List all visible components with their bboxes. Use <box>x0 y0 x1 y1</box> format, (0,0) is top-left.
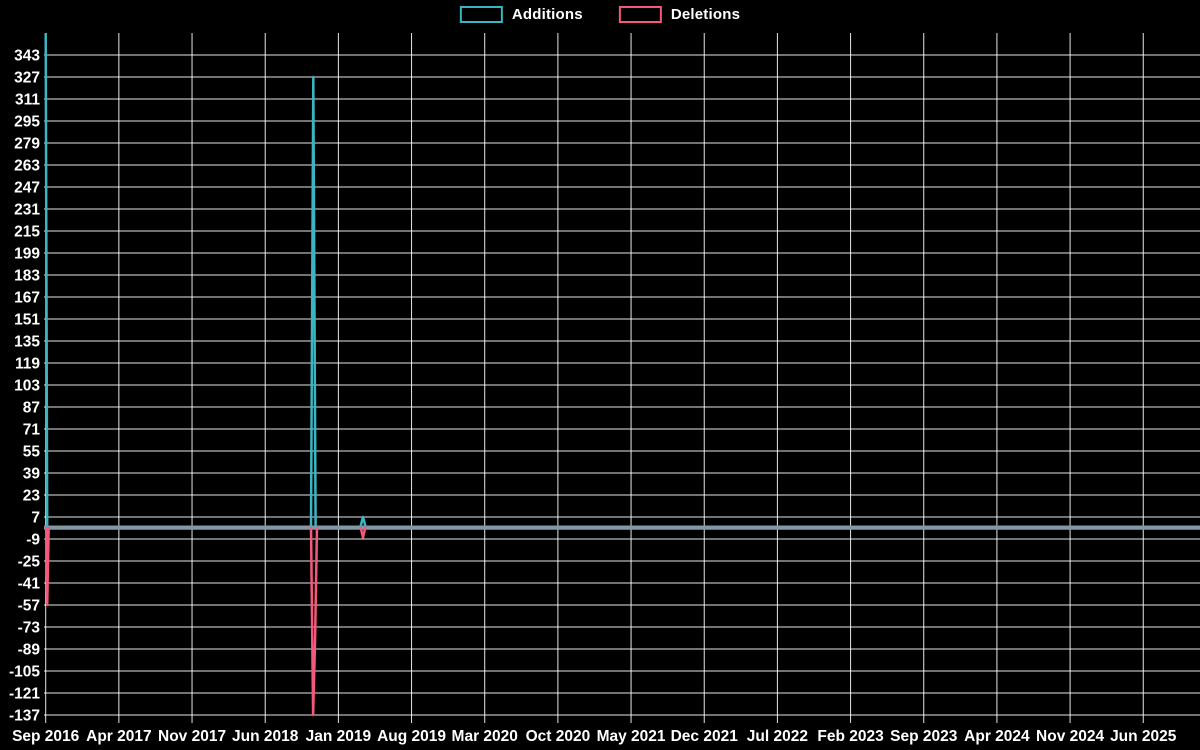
y-tick-label: 151 <box>14 311 40 328</box>
y-tick-label: 247 <box>14 179 40 196</box>
y-tick-label: 183 <box>14 267 40 284</box>
x-tick-label: Mar 2020 <box>452 728 518 745</box>
additions-legend-label: Additions <box>511 6 583 23</box>
deletions-swatch-icon <box>618 6 662 23</box>
legend: Additions Deletions <box>459 6 741 23</box>
x-tick-label: Nov 2024 <box>1036 728 1104 745</box>
x-tick-label: Jan 2019 <box>306 728 372 745</box>
y-tick-label: -25 <box>18 553 41 570</box>
additions-spike <box>309 75 317 527</box>
y-tick-label: -137 <box>9 707 40 724</box>
y-tick-label: 215 <box>14 223 40 240</box>
x-tick-label: Feb 2023 <box>817 728 884 745</box>
deletions-spike <box>44 526 50 607</box>
y-tick-label: 119 <box>15 355 40 372</box>
y-tick-label: 263 <box>14 157 40 174</box>
deletions-spike <box>309 526 319 717</box>
y-tick-label: 311 <box>15 91 40 108</box>
v-gridlines <box>45 33 1144 723</box>
deletions-line <box>44 526 367 717</box>
y-tick-label: 103 <box>14 377 40 394</box>
additions-swatch-icon <box>459 6 503 23</box>
y-tick-label: 167 <box>14 289 40 306</box>
x-tick-label: Nov 2017 <box>158 728 226 745</box>
y-tick-label: 39 <box>23 465 41 482</box>
x-tick-label: Dec 2021 <box>671 728 739 745</box>
y-tick-label: 231 <box>14 201 40 218</box>
y-tick-label: 327 <box>14 69 40 86</box>
y-tick-label: -41 <box>18 575 41 592</box>
y-tick-label: 71 <box>23 421 41 438</box>
y-tick-label: -105 <box>9 663 40 680</box>
x-tick-label: May 2021 <box>597 728 666 745</box>
x-tick-label: Jun 2025 <box>1110 728 1177 745</box>
x-tick-label: Apr 2024 <box>964 728 1030 745</box>
legend-item-deletions[interactable]: Deletions <box>618 6 741 23</box>
x-tick-label: Jul 2022 <box>747 728 808 745</box>
additions-spike <box>359 515 367 527</box>
x-tick-label: Sep 2016 <box>12 728 80 745</box>
y-axis-labels: 343 327 311 295 279 263 247 231 215 199 183 167 151 1… <box>9 47 40 724</box>
y-tick-label: -9 <box>26 531 40 548</box>
x-tick-label: Oct 2020 <box>526 728 591 745</box>
x-axis-labels: Sep 2016 Apr 2017 Nov 2017 Jun 2018 Jan 2019… <box>12 728 1177 745</box>
y-tick-label: 7 <box>31 509 40 526</box>
y-tick-label: 87 <box>23 399 40 416</box>
x-tick-label: Aug 2019 <box>377 728 446 745</box>
h-gridlines <box>44 54 1200 716</box>
x-tick-label: Apr 2017 <box>86 728 151 745</box>
y-tick-label: 295 <box>14 113 40 130</box>
y-tick-label: 23 <box>23 487 41 504</box>
y-tick-label: -57 <box>18 597 40 614</box>
y-tick-label: 343 <box>14 47 40 64</box>
deletions-spike <box>359 526 367 539</box>
legend-item-additions[interactable]: Additions <box>459 6 583 23</box>
additions-spike <box>44 32 49 527</box>
y-tick-label: 55 <box>23 443 41 460</box>
x-tick-label: Sep 2023 <box>890 728 958 745</box>
y-tick-label: -121 <box>9 685 40 702</box>
y-tick-label: 279 <box>14 135 40 152</box>
deletions-legend-label: Deletions <box>670 6 741 23</box>
y-tick-label: -89 <box>18 641 41 658</box>
x-tick-label: Jun 2018 <box>232 728 299 745</box>
additions-line <box>44 32 367 527</box>
y-tick-label: 199 <box>14 245 40 262</box>
y-tick-label: 135 <box>14 333 40 350</box>
y-tick-label: -73 <box>18 619 41 636</box>
